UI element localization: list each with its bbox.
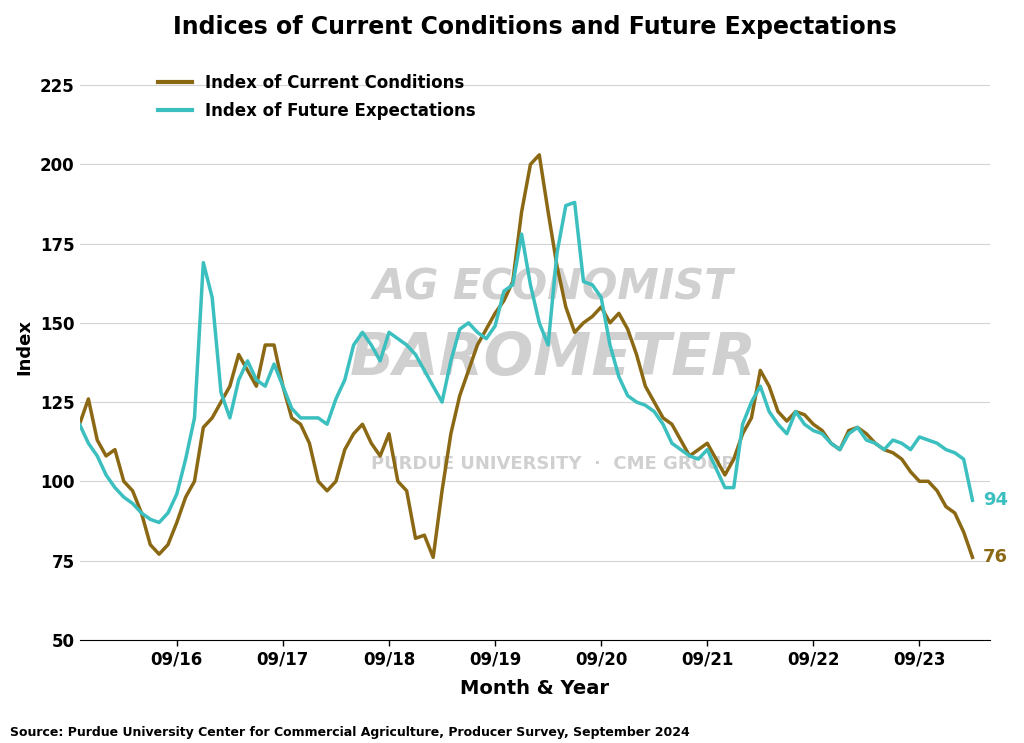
Text: 94: 94 bbox=[983, 491, 1008, 509]
Text: PURDUE UNIVERSITY  ·  CME GROUP: PURDUE UNIVERSITY · CME GROUP bbox=[372, 455, 735, 473]
Legend: Index of Current Conditions, Index of Future Expectations: Index of Current Conditions, Index of Fu… bbox=[152, 68, 482, 127]
Text: 76: 76 bbox=[983, 548, 1008, 566]
Text: AG ECONOMIST: AG ECONOMIST bbox=[373, 267, 733, 309]
Text: Source: Purdue University Center for Commercial Agriculture, Producer Survey, Se: Source: Purdue University Center for Com… bbox=[10, 727, 690, 739]
Text: BAROMETER: BAROMETER bbox=[349, 330, 757, 387]
X-axis label: Month & Year: Month & Year bbox=[461, 679, 609, 698]
Title: Indices of Current Conditions and Future Expectations: Indices of Current Conditions and Future… bbox=[173, 15, 897, 39]
Y-axis label: Index: Index bbox=[15, 319, 33, 374]
